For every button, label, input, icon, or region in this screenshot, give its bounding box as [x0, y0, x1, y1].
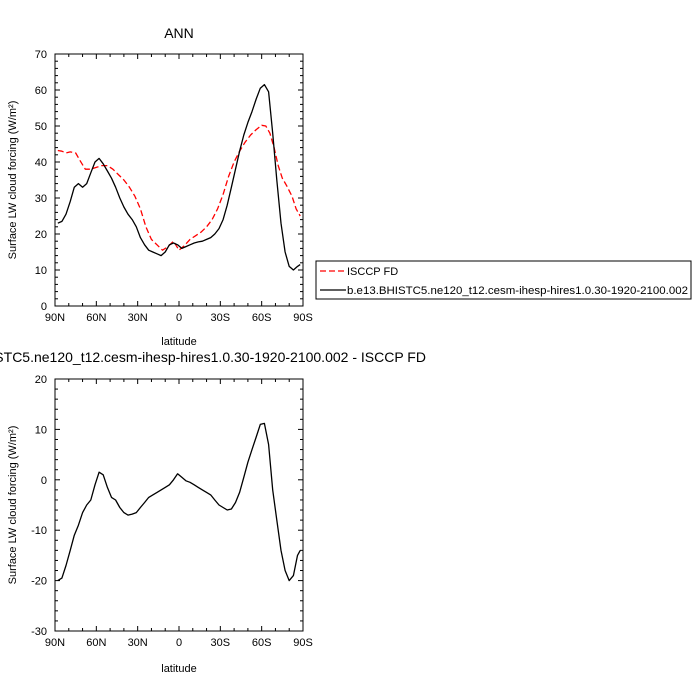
top-series-line-0: [57, 124, 301, 251]
bottom-x-tick-label: 30S: [211, 637, 231, 649]
top-x-tick-label: 30N: [128, 312, 148, 324]
bottom-y-tick-label: -30: [31, 626, 47, 638]
top-x-tick-label: 60S: [252, 312, 272, 324]
top-series-lines: [57, 83, 301, 271]
bottom-x-tick-label: 90S: [293, 637, 313, 649]
top-y-tick-label: 10: [35, 265, 47, 277]
top-chart-title: ANN: [164, 25, 194, 41]
top-y-tick-label: 40: [35, 157, 47, 169]
bottom-chart-title: b.e13.BHISTC5.ne120_t12.cesm-ihesp-hires…: [0, 349, 426, 365]
top-axis-ticks: 90N 60N 30N 0 30S 60S 90S 0 10 20 30 40 50 60 70: [35, 49, 313, 324]
bottom-y-tick-label: 20: [35, 374, 47, 386]
legend-label-isccp: ISCCP FD: [347, 266, 398, 278]
bottom-series-lines: [57, 422, 301, 582]
bottom-y-tick-label: -10: [31, 525, 47, 537]
top-y-tick-label: 0: [41, 301, 47, 313]
top-panel: ANN 90N 60N 30N 0 30S 60S 90S 0 10 20 30 40 50 60 70 l…: [7, 25, 313, 348]
bottom-series-line-0: [57, 422, 301, 582]
top-x-axis-label: latitude: [161, 336, 196, 348]
top-x-tick-label: 30S: [211, 312, 231, 324]
top-y-tick-label: 50: [35, 121, 47, 133]
legend-label-model: b.e13.BHISTC5.ne120_t12.cesm-ihesp-hires…: [347, 285, 688, 297]
top-y-tick-label: 20: [35, 229, 47, 241]
legend-frame: [315, 260, 692, 300]
bottom-y-tick-label: 0: [41, 475, 47, 487]
top-y-tick-label: 70: [35, 49, 47, 61]
top-series-line-1: [57, 83, 301, 271]
top-x-tick-label: 60N: [86, 312, 106, 324]
top-x-tick-label: 0: [176, 312, 182, 324]
bottom-y-tick-label: 10: [35, 424, 47, 436]
bottom-x-axis-label: latitude: [161, 663, 196, 675]
bottom-x-tick-label: 0: [176, 637, 182, 649]
bottom-x-tick-label: 60S: [252, 637, 272, 649]
top-x-tick-label: 90S: [293, 312, 313, 324]
bottom-y-axis-label: Surface LW cloud forcing (W/m²): [7, 426, 19, 585]
bottom-panel: b.e13.BHISTC5.ne120_t12.cesm-ihesp-hires…: [0, 349, 426, 675]
bottom-x-tick-label: 30N: [128, 637, 148, 649]
top-y-axis-label: Surface LW cloud forcing (W/m²): [7, 101, 19, 260]
bottom-axis-ticks: 90N 60N 30N 0 30S 60S 90S -30 -20 -10 0 10 20: [31, 374, 313, 649]
top-y-tick-label: 30: [35, 193, 47, 205]
bottom-x-tick-label: 90N: [45, 637, 65, 649]
bottom-plot-frame: [54, 378, 304, 632]
top-y-tick-label: 60: [35, 85, 47, 97]
bottom-y-tick-label: -20: [31, 576, 47, 588]
legend: ISCCP FD b.e13.BHISTC5.ne120_t12.cesm-ih…: [315, 260, 692, 300]
top-x-tick-label: 90N: [45, 312, 65, 324]
bottom-x-tick-label: 60N: [86, 637, 106, 649]
top-plot-frame: [54, 53, 304, 307]
